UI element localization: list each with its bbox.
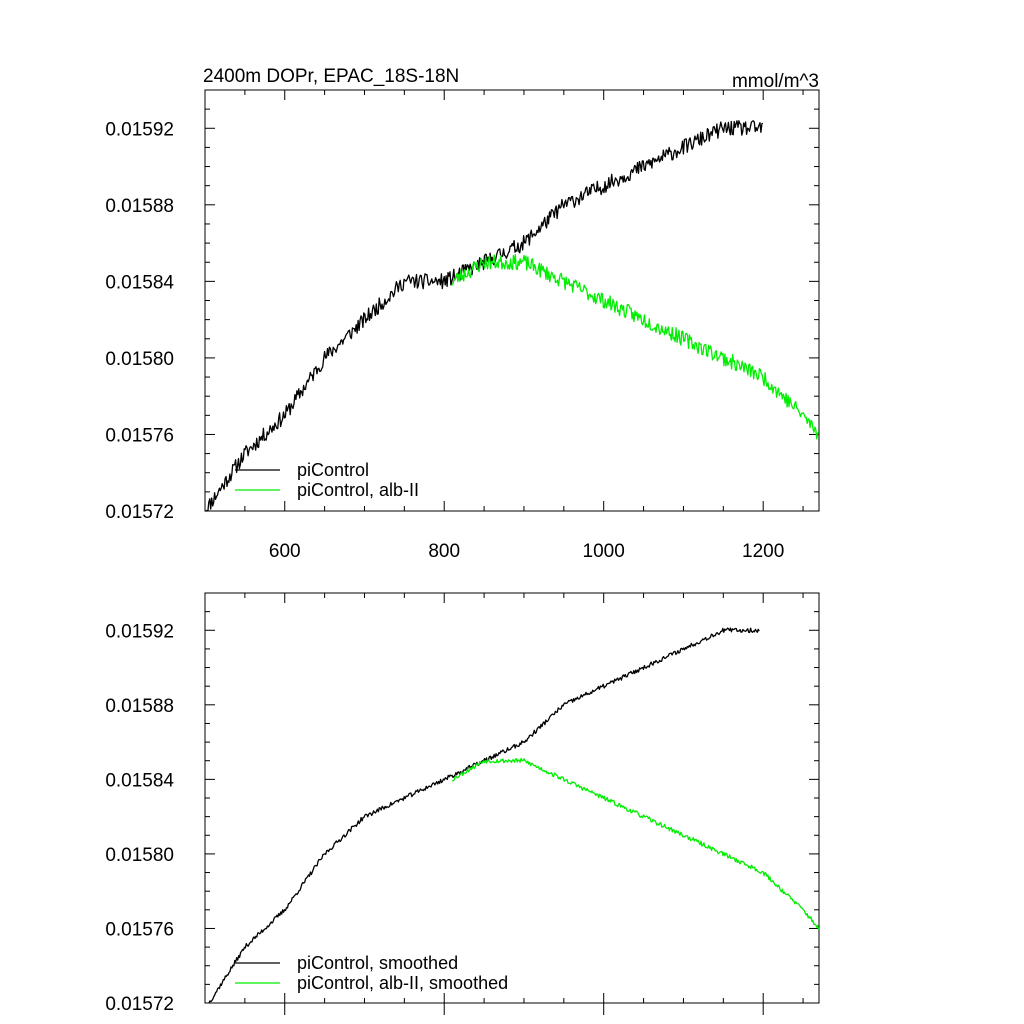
plot-frame xyxy=(204,592,820,1004)
legend-label-2: piControl, alb-II, smoothed xyxy=(297,973,508,993)
y-tick-label: 0.01576 xyxy=(105,425,174,446)
x-tick-label: 1000 xyxy=(583,541,625,562)
series-line-1 xyxy=(208,627,760,1004)
y-tick-label: 0.01592 xyxy=(105,119,174,140)
y-tick-label: 0.01576 xyxy=(105,919,174,940)
y-tick-label: 0.01588 xyxy=(105,696,174,717)
chart-title: 2400m DOPr, EPAC_18S-18N xyxy=(203,66,459,87)
series-line-2 xyxy=(452,757,820,930)
y-tick-label: 0.01572 xyxy=(105,994,174,1015)
y-tick-label: 0.01592 xyxy=(105,621,174,642)
legend-label-1: piControl xyxy=(297,460,369,480)
bottom-panel: 0.01572 0.01576 0.01580 0.01584 0.01588 0.015… xyxy=(105,592,820,1015)
x-tick-label: 600 xyxy=(269,541,301,562)
y-tick-label: 0.01584 xyxy=(105,770,174,791)
series-line-2 xyxy=(451,253,820,440)
top-panel: 600 800 1000 1200 0.01572 0.01576 0.01580 0.015… xyxy=(105,66,820,562)
y-tick-label: 0.01584 xyxy=(105,272,174,293)
units-label: mmol/m^3 xyxy=(732,71,819,92)
y-tick-label: 0.01588 xyxy=(105,196,174,217)
legend-label-1: piControl, smoothed xyxy=(297,953,458,973)
y-tick-label: 0.01580 xyxy=(105,349,174,370)
y-tick-label: 0.01572 xyxy=(105,502,174,523)
series-line-1 xyxy=(205,120,764,512)
y-tick-label: 0.01580 xyxy=(105,845,174,866)
legend-label-2: piControl, alb-II xyxy=(297,480,419,500)
x-tick-label: 1200 xyxy=(742,541,784,562)
x-tick-label: 800 xyxy=(428,541,460,562)
plot-frame xyxy=(204,89,820,512)
